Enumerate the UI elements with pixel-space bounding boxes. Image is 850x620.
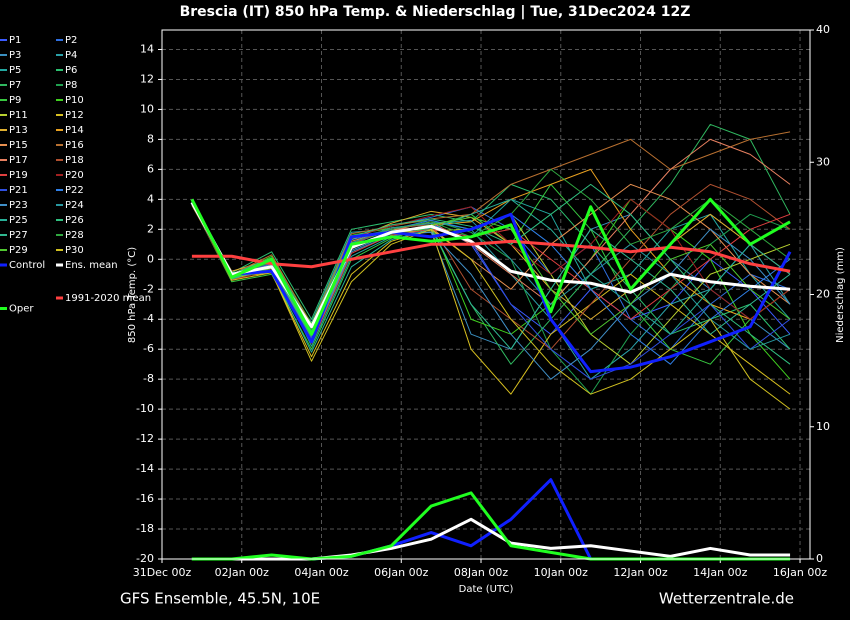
legend-label: P2 bbox=[65, 35, 77, 46]
temp-line bbox=[191, 183, 791, 350]
legend-label: P1 bbox=[9, 35, 21, 46]
source: Wetterzentrale.de bbox=[659, 590, 794, 608]
chart-subtitle: GFS Ensemble, 45.5N, 10E bbox=[120, 590, 320, 608]
legend-label: P8 bbox=[65, 80, 77, 91]
y2-tick-label: 10 bbox=[816, 420, 830, 433]
y-tick-label: 2 bbox=[147, 222, 154, 235]
y-tick-label: -2 bbox=[143, 282, 154, 295]
legend-label: P14 bbox=[65, 125, 84, 136]
y-tick-label: 14 bbox=[140, 42, 154, 55]
legend-label: P24 bbox=[65, 200, 84, 211]
legend-label: P13 bbox=[9, 125, 28, 136]
legend-label: P21 bbox=[9, 185, 28, 196]
legend-label: Oper bbox=[9, 304, 34, 315]
legend-label: P26 bbox=[65, 215, 84, 226]
y-tick-label: 10 bbox=[140, 102, 154, 115]
x-tick-label: 14Jan 00z bbox=[693, 566, 747, 579]
legend-label: P5 bbox=[9, 65, 21, 76]
legend-label: P11 bbox=[9, 110, 28, 121]
x-tick-label: 02Jan 00z bbox=[215, 566, 269, 579]
temp-line bbox=[191, 183, 791, 365]
legend-label: P19 bbox=[9, 170, 28, 181]
y-tick-label: 8 bbox=[147, 132, 154, 145]
legend-label: P25 bbox=[9, 215, 28, 226]
legend-label: P23 bbox=[9, 200, 28, 211]
legend-label: P9 bbox=[9, 95, 21, 106]
legend-label: Ens. mean bbox=[65, 260, 118, 271]
y2-tick-label: 30 bbox=[816, 155, 830, 168]
legend-label: P22 bbox=[65, 185, 84, 196]
y2-tick-label: 40 bbox=[816, 23, 830, 36]
legend-label: P12 bbox=[65, 110, 84, 121]
temp-line bbox=[191, 131, 791, 326]
y-tick-label: 0 bbox=[147, 252, 154, 265]
y-axis-label: 850 hPa Temp. (°C) bbox=[127, 247, 138, 343]
x-axis-label: Date (UTC) bbox=[459, 584, 514, 595]
legend-label: P30 bbox=[65, 245, 84, 256]
x-tick-label: 04Jan 00z bbox=[294, 566, 348, 579]
y2-axis-label: Niederschlag (mm) bbox=[835, 247, 846, 343]
legend-label: P7 bbox=[9, 80, 21, 91]
chart-title: Brescia (IT) 850 hPa Temp. & Niederschla… bbox=[180, 4, 691, 20]
y-tick-label: -12 bbox=[136, 432, 154, 445]
temp-line bbox=[191, 200, 791, 410]
y-tick-label: -8 bbox=[143, 372, 154, 385]
legend-label: P15 bbox=[9, 140, 28, 151]
plot-area bbox=[190, 123, 792, 561]
temp-line bbox=[190, 201, 792, 374]
y-tick-label: -10 bbox=[136, 402, 154, 415]
legend-label: P4 bbox=[65, 50, 77, 61]
legend-label: Control bbox=[9, 260, 45, 271]
temp-line bbox=[191, 239, 791, 273]
legend-label: P28 bbox=[65, 230, 84, 241]
x-tick-label: 06Jan 00z bbox=[374, 566, 428, 579]
x-tick-label: 10Jan 00z bbox=[534, 566, 588, 579]
legend-label: P20 bbox=[65, 170, 84, 181]
y2-tick-label: 0 bbox=[816, 552, 823, 565]
y-tick-label: -6 bbox=[143, 342, 154, 355]
precip-line bbox=[191, 517, 791, 561]
y-tick-label: -4 bbox=[143, 312, 154, 325]
y2-tick-label: 20 bbox=[816, 288, 830, 301]
legend-label: 1991-2020 mean bbox=[65, 293, 151, 304]
temp-line bbox=[190, 197, 791, 336]
legend-label: P27 bbox=[9, 230, 28, 241]
y-tick-label: -20 bbox=[136, 552, 154, 565]
plot-frame bbox=[161, 29, 811, 560]
y-tick-label: -18 bbox=[136, 522, 154, 535]
y-tick-label: 6 bbox=[147, 162, 154, 175]
x-tick-label: 31Dec 00z bbox=[133, 566, 192, 579]
y-tick-label: -16 bbox=[136, 492, 154, 505]
y-tick-label: -14 bbox=[136, 462, 154, 475]
x-tick-label: 16Jan 00z bbox=[773, 566, 827, 579]
x-tick-label: 08Jan 00z bbox=[454, 566, 508, 579]
legend-label: P18 bbox=[65, 155, 84, 166]
legend-label: P16 bbox=[65, 140, 84, 151]
y-tick-label: 4 bbox=[147, 192, 154, 205]
legend-label: P29 bbox=[9, 245, 28, 256]
y-tick-label: 12 bbox=[140, 72, 154, 85]
legend-label: P17 bbox=[9, 155, 28, 166]
legend-label: P6 bbox=[65, 65, 77, 76]
legend-label: P10 bbox=[65, 95, 84, 106]
legend-label: P3 bbox=[9, 50, 21, 61]
x-tick-label: 12Jan 00z bbox=[613, 566, 667, 579]
temp-line bbox=[191, 202, 791, 350]
